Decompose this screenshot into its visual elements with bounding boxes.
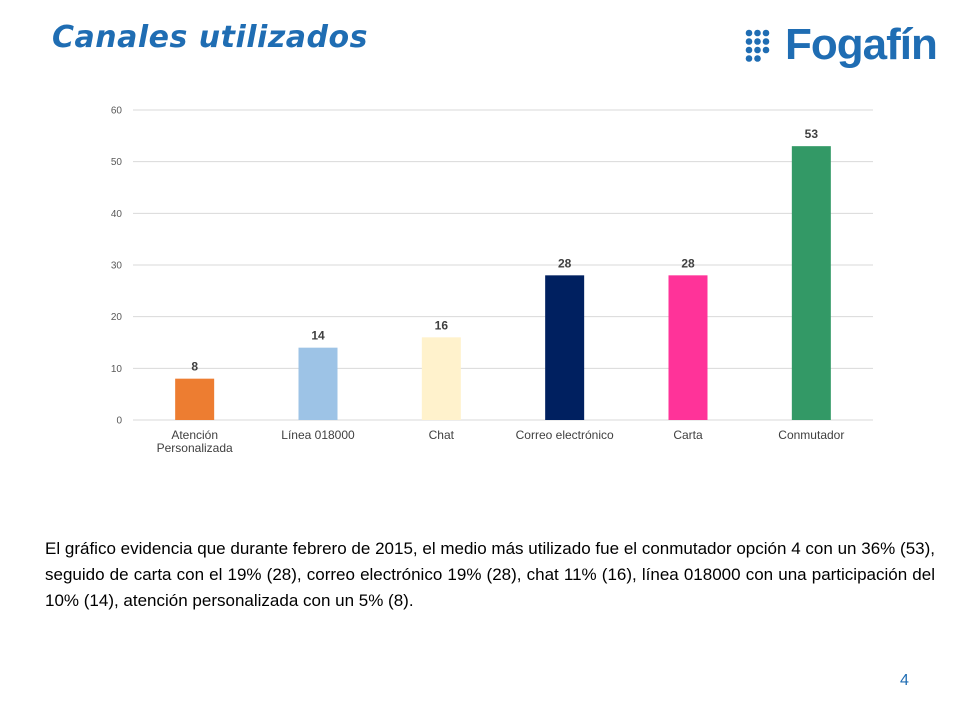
data-label: 14 xyxy=(311,329,325,343)
y-tick-label: 30 xyxy=(111,261,123,272)
bar xyxy=(791,146,831,420)
data-label: 28 xyxy=(558,256,572,270)
x-tick-label: Línea 018000 xyxy=(281,428,355,442)
y-tick-label: 60 xyxy=(111,106,123,117)
logo-dots-icon xyxy=(745,29,770,62)
x-tick-label: Conmutador xyxy=(778,428,844,442)
x-tick-label: Carta xyxy=(673,428,703,442)
x-tick-label: Chat xyxy=(429,428,455,442)
y-tick-label: 20 xyxy=(111,312,123,323)
y-tick-label: 10 xyxy=(111,364,123,375)
chart-description: El gráfico evidencia que durante febrero… xyxy=(45,539,935,610)
data-label: 28 xyxy=(681,256,695,270)
y-tick-label: 0 xyxy=(116,416,122,427)
slide-title: Canales utilizados xyxy=(52,20,368,55)
x-tick-label: Correo electrónico xyxy=(516,428,614,442)
y-tick-label: 40 xyxy=(111,209,123,220)
fogafin-logo: Fogafín xyxy=(745,20,945,74)
bar xyxy=(545,275,585,420)
data-label: 8 xyxy=(191,360,198,374)
bar xyxy=(298,347,338,420)
logo-text: Fogafín xyxy=(785,20,938,69)
x-tick-label: Personalizada xyxy=(157,441,233,455)
bar xyxy=(421,337,461,420)
data-label: 16 xyxy=(435,318,449,332)
x-tick-label: Atención xyxy=(171,428,218,442)
data-label: 53 xyxy=(805,127,819,141)
bar xyxy=(668,275,708,420)
bar xyxy=(175,378,215,420)
y-tick-label: 50 xyxy=(111,157,123,168)
page-number: 4 xyxy=(900,672,909,689)
